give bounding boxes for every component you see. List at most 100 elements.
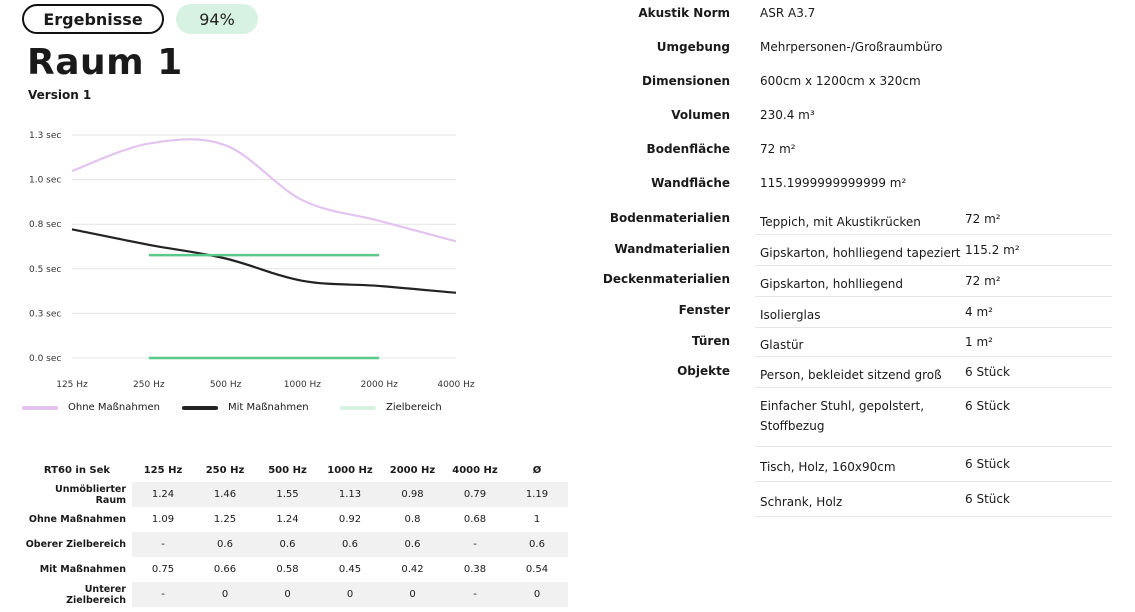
material-name-line: Isolierglas xyxy=(760,308,821,322)
material-row: Gipskarton, hohlliegend tapeziert 115.2 m… xyxy=(755,235,1112,266)
table-row: Unmöblierter Raum 1.24 1.46 1.55 1.13 0.98 0.7… xyxy=(22,482,568,507)
property-label: Umgebung xyxy=(656,40,730,54)
material-group-label: Fenster xyxy=(678,303,730,317)
table-cell: 1.19 xyxy=(506,482,568,507)
series-line-ohne-massnahmen xyxy=(71,138,457,243)
property-label: Bodenfläche xyxy=(646,142,730,156)
material-row: Einfacher Stuhl, gepolstert, Stoffbezug 6 … xyxy=(755,388,1112,447)
table-cell: 0.6 xyxy=(319,532,381,557)
table-cell: 0 xyxy=(319,582,381,607)
table-cell: 0 xyxy=(194,582,256,607)
material-row: Teppich, mit Akustikrücken 72 m² xyxy=(755,204,1112,235)
property-value: 230.4 m³ xyxy=(760,108,815,122)
legend-swatch xyxy=(340,405,376,410)
material-name-line: Einfacher Stuhl, gepolstert, xyxy=(760,399,925,413)
legend-label: Ohne Maßnahmen xyxy=(68,402,160,413)
material-name-line: Teppich, mit Akustikrücken xyxy=(760,215,921,229)
material-row: Isolierglas 4 m² xyxy=(755,297,1112,328)
results-badge: Ergebnisse xyxy=(22,4,164,34)
y-tick-label: 0.3 sec xyxy=(29,309,61,319)
table-cell: 1 xyxy=(533,514,541,525)
x-tick-label: 250 Hz xyxy=(133,380,165,390)
property-value: 72 m² xyxy=(760,142,796,156)
material-group-label: Wandmaterialien xyxy=(614,242,730,256)
version-label: Version 1 xyxy=(28,88,92,102)
property-value: Mehrpersonen-/Großraumbüro xyxy=(760,40,943,54)
table-cell: 0.45 xyxy=(338,564,362,575)
material-name: Person, bekleidet sitzend groß xyxy=(760,365,942,385)
material-name: Gipskarton, hohlliegend tapeziert xyxy=(760,243,961,263)
table-row: Unterer Zielbereich -0 0 0 0-0 xyxy=(22,582,568,607)
material-name: Glastür xyxy=(760,335,803,355)
material-quantity: 6 Stück xyxy=(965,399,1010,413)
table-header-cell: 125 Hz xyxy=(143,464,183,476)
table-row-label: Unmöblierter Raum xyxy=(22,482,132,507)
material-name: Isolierglas xyxy=(760,305,820,325)
y-tick-label: 0.0 sec xyxy=(29,354,61,364)
material-row: Schrank, Holz 6 Stück xyxy=(755,482,1112,517)
material-name: Gipskarton, hohlliegend xyxy=(760,274,903,294)
legend-item-mit: Mit Maßnahmen xyxy=(182,402,309,413)
material-quantity: 1 m² xyxy=(965,335,993,349)
material-name-line: Gipskarton, hohlliegend tapeziert xyxy=(760,246,961,260)
legend-label: Zielbereich xyxy=(386,402,442,413)
table-cell: 0.75 xyxy=(151,564,175,575)
table-header-row: RT60 in Sek 125 Hz 250 Hz 500 Hz 1000 Hz… xyxy=(22,458,568,482)
table-row: Oberer Zielbereich -0.6 0.6 0.6 0.6-0.6 xyxy=(22,532,568,557)
table-cell: 0.42 xyxy=(401,564,424,575)
table-row-label: Oberer Zielbereich xyxy=(22,532,132,557)
material-quantity: 6 Stück xyxy=(965,365,1010,379)
material-group-label: Türen xyxy=(691,334,730,348)
legend-swatch xyxy=(182,405,218,410)
legend-swatch xyxy=(22,405,58,410)
x-tick-label: 500 Hz xyxy=(210,380,242,390)
material-name: Einfacher Stuhl, gepolstert, Stoffbezug xyxy=(760,396,924,436)
table-cell: 0.38 xyxy=(463,564,487,575)
rt60-chart: 1.3 sec 1.0 sec 0.8 sec 0.5 sec 0.3 sec 0.0 s… xyxy=(29,131,475,390)
material-name-line: Schrank, Holz xyxy=(760,495,843,509)
table-cell: 0.68 xyxy=(463,514,487,525)
property-label: Wandfläche xyxy=(651,176,730,190)
property-label: Akustik Norm xyxy=(638,6,730,20)
table-header-cell: 250 Hz xyxy=(205,464,245,476)
table-row-label: Ohne Maßnahmen xyxy=(28,514,126,525)
material-name: Teppich, mit Akustikrücken xyxy=(760,212,921,232)
table-header-cell: 1000 Hz xyxy=(327,464,373,476)
material-group-label: Objekte xyxy=(677,364,730,378)
table-cell: 0.6 xyxy=(506,532,568,557)
table-cell: 1.24 xyxy=(276,514,299,525)
material-name: Tisch, Holz, 160x90cm xyxy=(760,457,896,477)
material-quantity: 6 Stück xyxy=(965,492,1010,506)
material-quantity: 4 m² xyxy=(965,305,993,319)
table-cell: 0 xyxy=(381,582,444,607)
material-quantity: 72 m² xyxy=(965,212,1001,226)
table-cell: - xyxy=(444,582,506,607)
table-cell: 1.13 xyxy=(319,482,381,507)
table-header-cell: 2000 Hz xyxy=(389,464,436,476)
y-tick-label: 0.8 sec xyxy=(29,220,61,230)
material-quantity: 72 m² xyxy=(965,274,1001,288)
table-cell: 0.79 xyxy=(444,482,506,507)
table-cell: 0.66 xyxy=(213,564,237,575)
material-row: Person, bekleidet sitzend groß 6 Stück xyxy=(755,357,1112,388)
x-tick-label: 1000 Hz xyxy=(284,380,322,390)
y-tick-label: 1.3 sec xyxy=(29,131,61,141)
table-cell: 1.24 xyxy=(132,482,194,507)
table-cell: 0.98 xyxy=(381,482,444,507)
room-title: Raum 1 xyxy=(27,42,183,83)
property-value: 600cm x 1200cm x 320cm xyxy=(760,74,921,88)
table-cell: - xyxy=(132,582,194,607)
x-tick-label: 2000 Hz xyxy=(361,380,399,390)
table-row: Mit Maßnahmen 0.75 0.66 0.58 0.45 0.42 0.38 0.5… xyxy=(22,557,568,582)
table-cell: 0.8 xyxy=(404,514,421,525)
property-value: ASR A3.7 xyxy=(760,6,816,20)
table-cell: 0.54 xyxy=(525,564,549,575)
x-tick-label: 125 Hz xyxy=(56,380,88,390)
table-cell: 0 xyxy=(256,582,319,607)
material-name-line: Tisch, Holz, 160x90cm xyxy=(760,460,896,474)
legend-label: Mit Maßnahmen xyxy=(228,402,309,413)
table-row: Ohne Maßnahmen 1.09 1.25 1.24 0.92 0.8 0.68 1 xyxy=(22,507,568,532)
material-name-line: Stoffbezug xyxy=(760,419,825,433)
rt60-table: RT60 in Sek 125 Hz 250 Hz 500 Hz 1000 Hz… xyxy=(22,458,568,607)
table-row-label: Unterer Zielbereich xyxy=(22,582,132,607)
